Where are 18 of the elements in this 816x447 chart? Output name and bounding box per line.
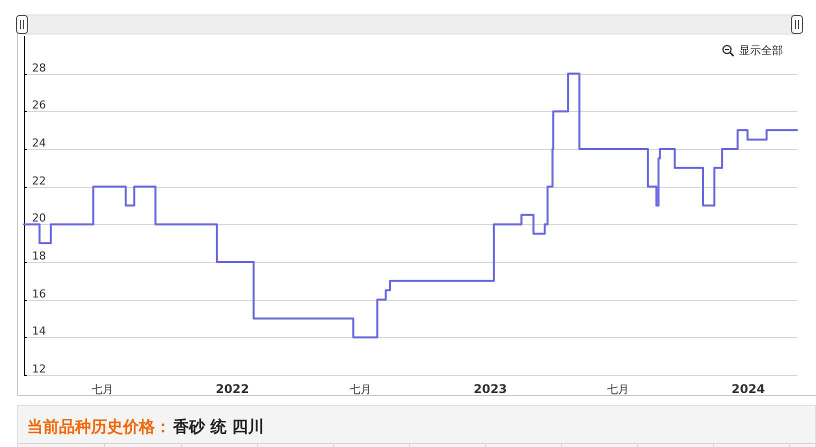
x-tick-label: 2022 [216, 382, 250, 396]
x-tick-label: 2024 [732, 382, 765, 396]
y-tick-label: 16 [32, 288, 46, 300]
y-tick-label: 28 [32, 62, 46, 74]
y-tick-label: 14 [32, 324, 46, 338]
x-tick-label: 七月 [91, 383, 114, 396]
y-tick-label: 12 [32, 362, 46, 376]
text: 当前品种历史价格： [27, 417, 171, 436]
y-tick-label: 24 [32, 136, 46, 150]
x-tick-label: 七月 [349, 383, 372, 396]
y-tick-label: 20 [32, 212, 46, 224]
y-tick-label: 22 [32, 174, 46, 188]
x-tick-label: 七月 [607, 383, 630, 396]
annotation: 显示全部 [739, 44, 783, 57]
x-tick-label: 2023 [474, 382, 508, 396]
y-tick-label: 18 [32, 250, 46, 262]
text: 香砂 统 四川 [172, 417, 264, 436]
y-tick-label: 26 [32, 98, 46, 112]
